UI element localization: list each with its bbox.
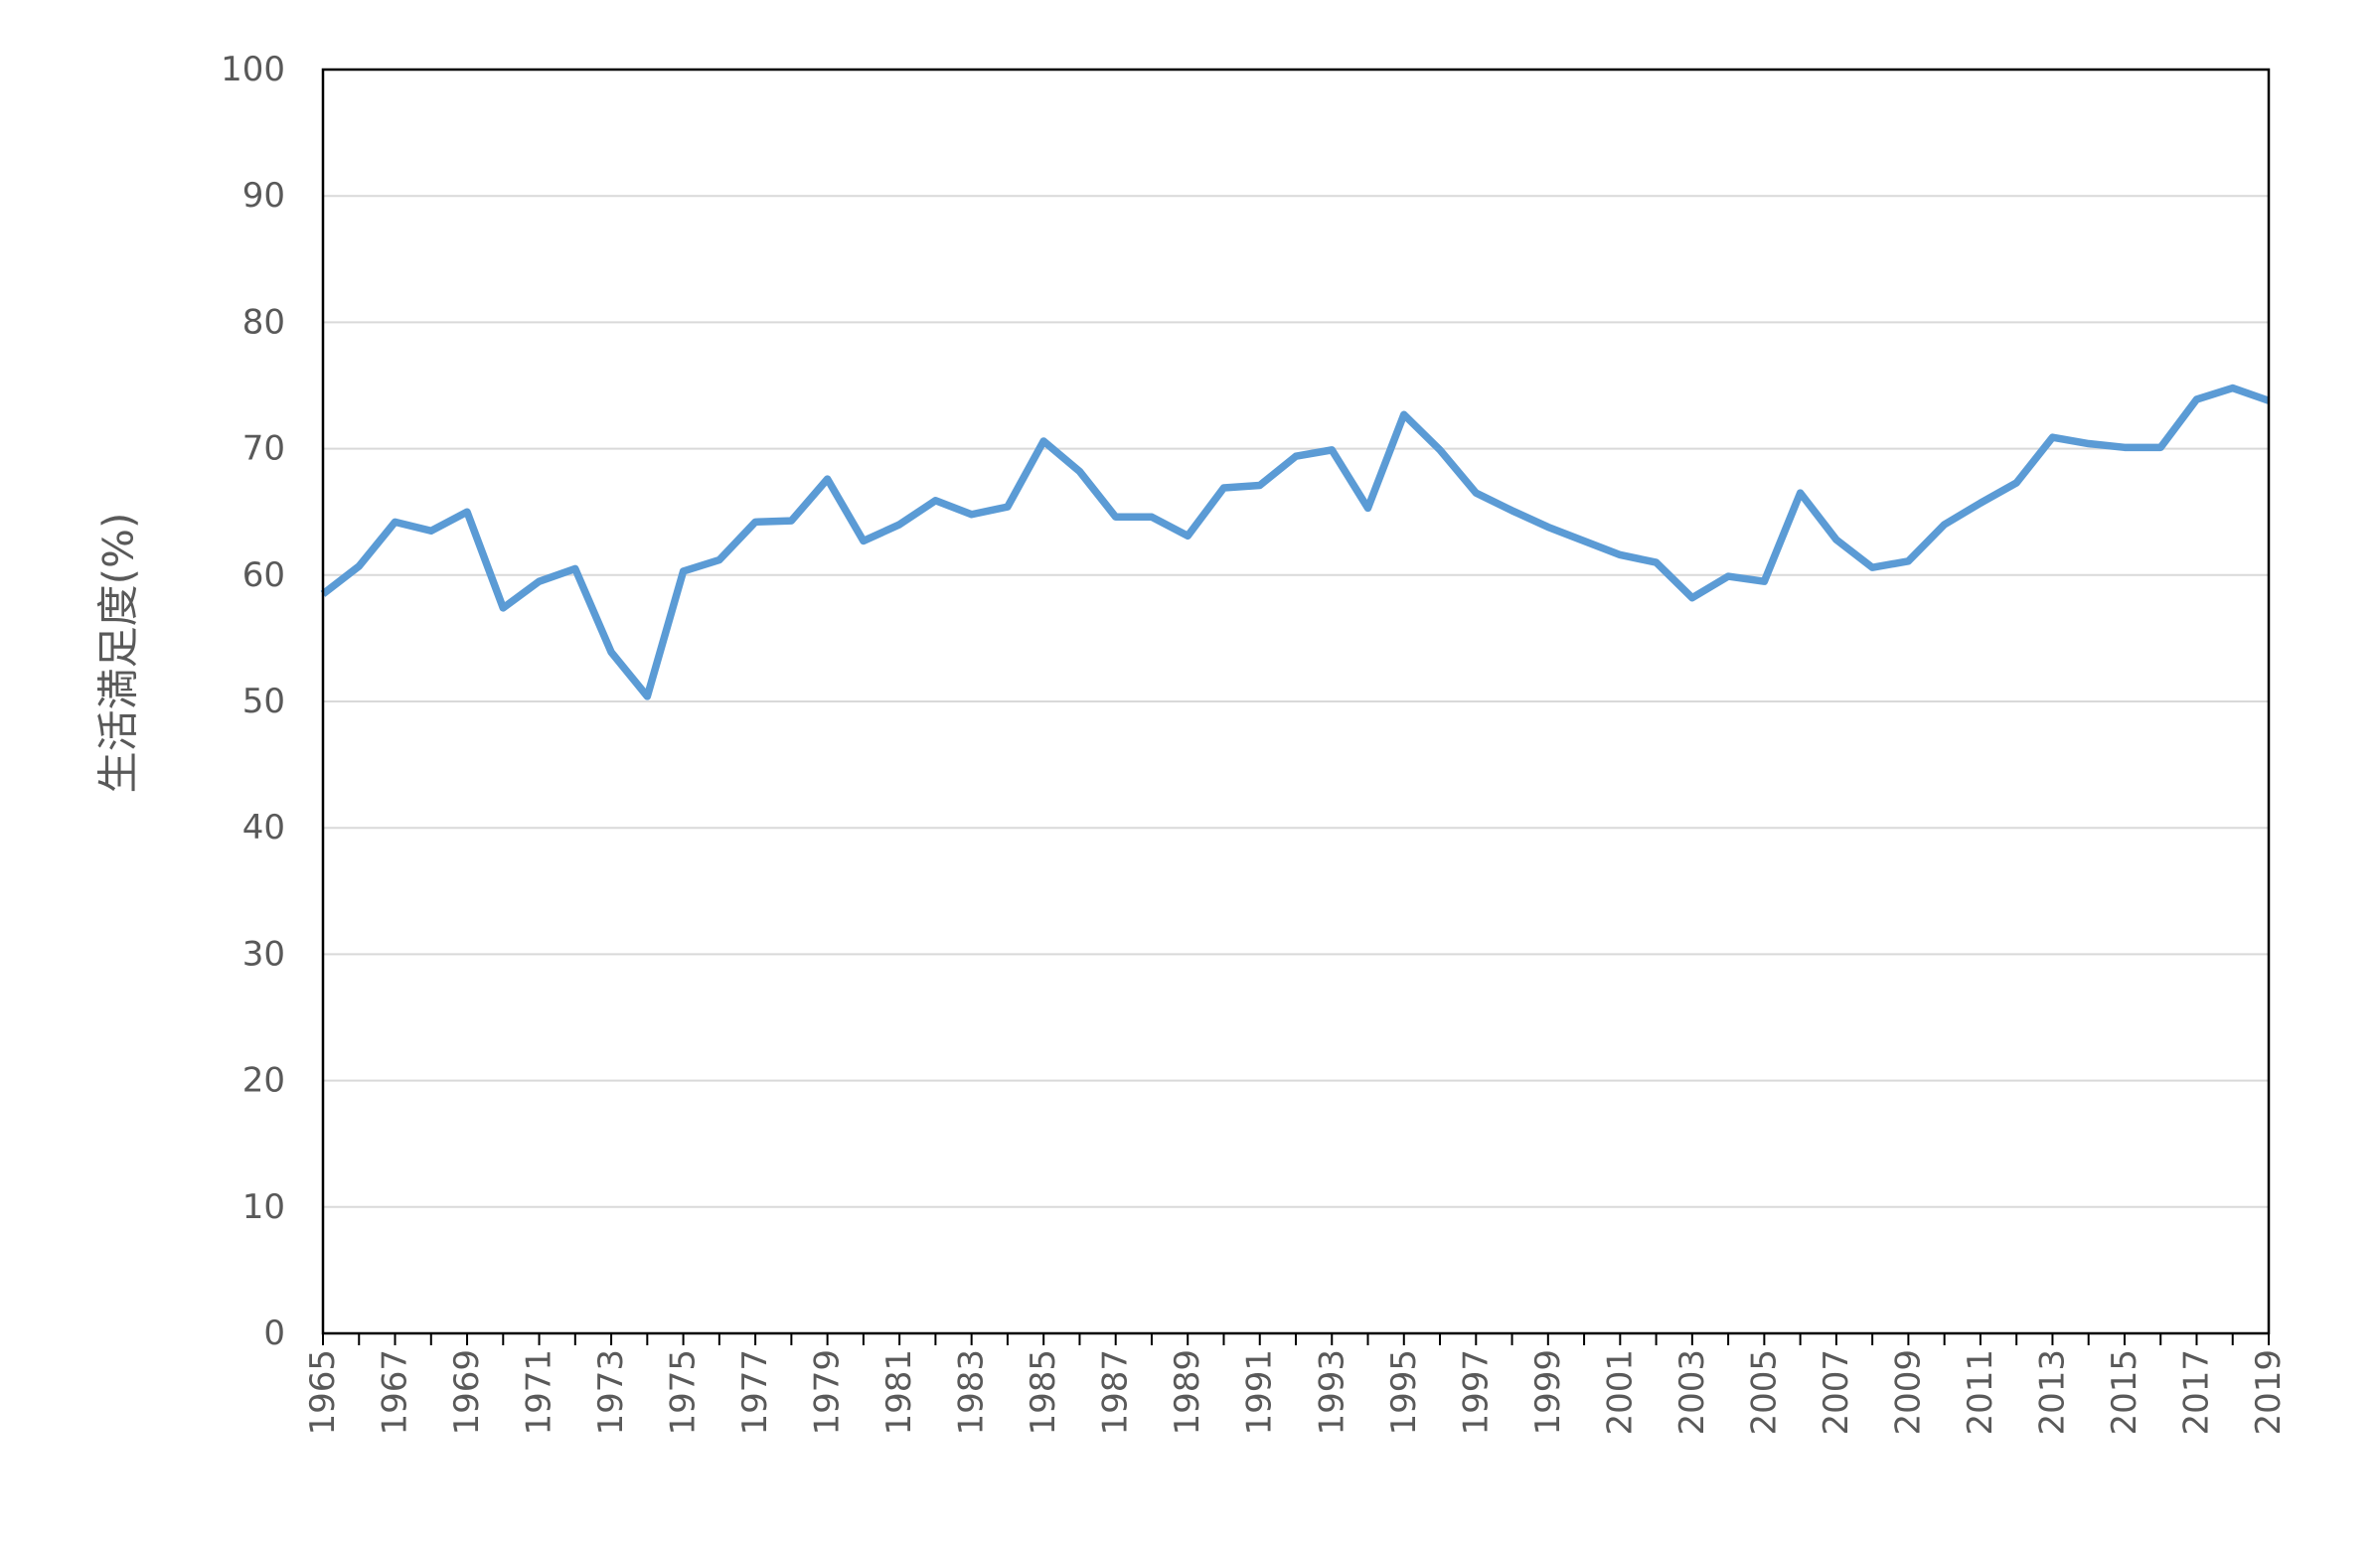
data-point — [571, 564, 579, 572]
y-tick-label: 50 — [242, 682, 285, 721]
data-point — [1436, 446, 1444, 454]
y-tick-label: 20 — [242, 1061, 285, 1101]
data-point — [1688, 594, 1696, 602]
y-axis-title: 生活満足度(%) — [94, 513, 143, 794]
data-point — [1616, 550, 1624, 558]
data-point — [1904, 557, 1912, 565]
data-point — [607, 648, 615, 656]
data-point — [1472, 489, 1480, 497]
x-tick-label: 2005 — [1744, 1349, 1784, 1436]
data-point — [1075, 467, 1083, 475]
x-tick-label: 1999 — [1528, 1349, 1568, 1436]
x-tick-label: 2007 — [1817, 1349, 1856, 1436]
data-point — [1039, 437, 1047, 445]
x-tick-label: 1993 — [1312, 1349, 1351, 1436]
data-point — [931, 497, 939, 505]
x-tick-label: 1997 — [1456, 1349, 1496, 1436]
data-point — [2048, 433, 2056, 441]
data-point — [1941, 521, 1949, 529]
y-axis: 0 10 20 30 40 50 60 70 80 90 100 — [221, 50, 285, 1353]
data-point — [2121, 443, 2129, 451]
x-tick-label: 1983 — [952, 1349, 992, 1436]
data-point — [895, 521, 903, 529]
x-tick-label: 1995 — [1384, 1349, 1424, 1436]
x-tick-label: 2011 — [1961, 1349, 2000, 1436]
data-point — [2085, 440, 2093, 448]
data-point — [1328, 446, 1336, 454]
data-point — [1797, 489, 1805, 497]
data-point — [860, 537, 868, 544]
data-point — [1653, 558, 1661, 566]
series-line — [320, 384, 2271, 700]
x-tick-label: 2001 — [1600, 1349, 1640, 1436]
y-tick-label: 80 — [242, 302, 285, 342]
data-point — [536, 577, 544, 585]
y-tick-label: 0 — [263, 1313, 285, 1353]
data-point — [1148, 513, 1156, 521]
data-point — [1832, 536, 1840, 543]
data-point — [2229, 385, 2237, 392]
x-axis: 1965 1967 1969 1971 1973 1975 1977 1979 1981 1983… — [303, 1333, 2289, 1436]
data-point — [2192, 395, 2200, 403]
data-point — [1184, 532, 1191, 540]
data-point — [499, 604, 507, 612]
data-point — [1724, 572, 1732, 580]
x-tick-label: 1973 — [591, 1349, 631, 1436]
x-tick-label: 2017 — [2176, 1349, 2216, 1436]
data-point — [1977, 499, 1984, 507]
data-point — [1004, 503, 1012, 511]
data-point — [1256, 481, 1264, 489]
data-point — [463, 508, 471, 516]
x-tick-label: 1969 — [447, 1349, 487, 1436]
data-point — [643, 693, 651, 700]
x-tick-label: 1967 — [376, 1349, 415, 1436]
gridlines — [323, 69, 2269, 1334]
data-point — [1868, 563, 1876, 571]
x-tick-label: 1985 — [1024, 1349, 1063, 1436]
data-point — [968, 511, 976, 519]
data-point — [392, 518, 399, 526]
data-point — [1760, 577, 1768, 585]
y-tick-label: 70 — [242, 429, 285, 469]
y-tick-label: 100 — [221, 50, 285, 89]
data-point — [1112, 513, 1120, 521]
x-tick-label: 2009 — [1888, 1349, 1928, 1436]
data-point — [751, 518, 759, 526]
data-point — [1508, 507, 1516, 515]
data-point — [2012, 479, 2020, 487]
y-tick-label: 10 — [242, 1187, 285, 1227]
data-point — [1219, 484, 1227, 492]
data-point — [1400, 410, 1408, 418]
x-tick-label: 1987 — [1096, 1349, 1136, 1436]
data-point — [1364, 504, 1372, 512]
y-tick-label: 30 — [242, 934, 285, 974]
x-tick-label: 1971 — [520, 1349, 559, 1436]
x-tick-label: 2015 — [2105, 1349, 2144, 1436]
x-tick-label: 2019 — [2249, 1349, 2289, 1436]
x-tick-label: 1975 — [664, 1349, 704, 1436]
x-tick-label: 1965 — [303, 1349, 343, 1436]
data-point — [2156, 443, 2164, 451]
x-tick-label: 1989 — [1168, 1349, 1207, 1436]
data-point — [715, 556, 723, 564]
x-tick-label: 1979 — [808, 1349, 848, 1436]
x-tick-label: 2003 — [1672, 1349, 1712, 1436]
data-point — [355, 562, 363, 570]
data-point — [427, 527, 435, 535]
data-point — [824, 475, 832, 483]
data-point — [787, 517, 795, 525]
data-point — [680, 567, 688, 575]
data-point — [1580, 537, 1588, 544]
y-tick-label: 60 — [242, 555, 285, 595]
data-point — [1292, 452, 1300, 460]
x-tick-label: 1977 — [735, 1349, 775, 1436]
data-point — [1544, 523, 1552, 531]
series-layer — [320, 384, 2271, 700]
x-tick-label: 1991 — [1240, 1349, 1280, 1436]
x-tick-label: 1981 — [879, 1349, 919, 1436]
x-tick-label: 2013 — [2032, 1349, 2072, 1436]
y-tick-label: 40 — [242, 808, 285, 848]
y-tick-label: 90 — [242, 176, 285, 216]
